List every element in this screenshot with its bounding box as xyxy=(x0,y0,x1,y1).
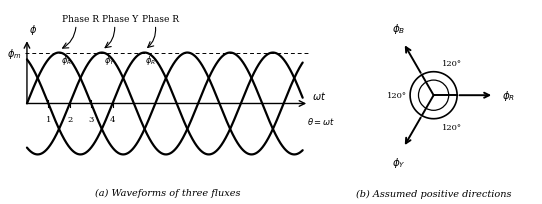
Text: 120°: 120° xyxy=(386,92,406,100)
Text: 120°: 120° xyxy=(442,124,462,132)
Text: $\theta = \omega t$: $\theta = \omega t$ xyxy=(307,115,335,126)
Text: $\phi_m$: $\phi_m$ xyxy=(7,46,22,60)
Text: Phase Y: Phase Y xyxy=(102,15,138,24)
Text: 1: 1 xyxy=(46,115,51,123)
Text: $\omega t$: $\omega t$ xyxy=(312,90,327,102)
Text: $\phi_Y$: $\phi_Y$ xyxy=(392,155,406,169)
Text: $\phi_B$: $\phi_B$ xyxy=(392,22,406,36)
Text: Phase R: Phase R xyxy=(142,15,179,24)
Text: 3: 3 xyxy=(88,115,94,123)
Text: 2: 2 xyxy=(67,115,72,123)
Text: $\phi_R$: $\phi_R$ xyxy=(61,53,72,66)
Text: $\phi_R$: $\phi_R$ xyxy=(502,89,515,103)
Text: $\phi_R$: $\phi_R$ xyxy=(145,53,157,66)
Text: Phase R: Phase R xyxy=(62,15,99,24)
Text: 120°: 120° xyxy=(442,60,462,68)
Text: (b) Assumed positive directions: (b) Assumed positive directions xyxy=(356,189,511,198)
Text: $\phi$: $\phi$ xyxy=(29,23,37,37)
Text: (a) Waveforms of three fluxes: (a) Waveforms of three fluxes xyxy=(95,188,241,197)
Text: 4: 4 xyxy=(109,115,115,123)
Text: $\phi_Y$: $\phi_Y$ xyxy=(104,53,115,66)
